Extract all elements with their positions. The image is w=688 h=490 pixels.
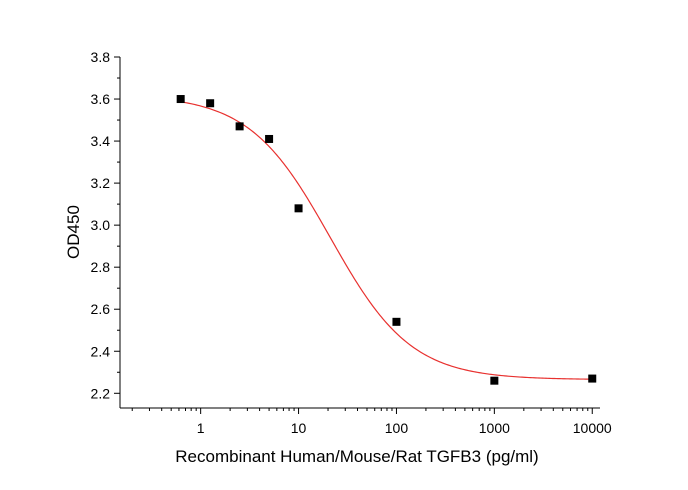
y-tick-label: 3.8 [91,49,111,65]
y-axis-title: OD450 [64,205,83,259]
x-axis-title: Recombinant Human/Mouse/Rat TGFB3 (pg/ml… [175,447,538,466]
data-point [294,204,303,213]
data-point [392,317,401,326]
data-point [206,99,215,108]
x-tick-label: 1000 [479,420,510,436]
data-point [490,376,499,385]
data-point [265,134,274,143]
y-tick-label: 3.0 [91,217,111,233]
y-tick-label: 2.6 [91,301,111,317]
x-tick-label: 10 [291,420,307,436]
y-tick-label: 3.4 [91,133,111,149]
y-tick-label: 2.4 [91,343,111,359]
x-axis-ticks: 1 10 100 1000 10000 [131,408,612,436]
x-tick-label: 100 [385,420,409,436]
y-tick-label: 3.2 [91,175,111,191]
data-points [176,95,597,385]
x-tick-label: 10000 [573,420,612,436]
x-tick-label: 1 [197,420,205,436]
y-tick-label: 3.6 [91,91,111,107]
y-tick-label: 2.2 [91,385,111,401]
data-point [176,95,185,104]
y-axis: 2.2 2.4 2.6 2.8 3.0 3.2 3.4 3.6 3.8 [91,49,121,408]
data-point [235,122,244,131]
y-axis-ticks: 2.2 2.4 2.6 2.8 3.0 3.2 3.4 3.6 3.8 [91,49,120,401]
data-point [588,374,597,383]
plot-area [176,95,597,385]
fit-curve-line [180,101,593,380]
x-axis: 1 10 100 1000 10000 [120,407,612,436]
y-tick-label: 2.8 [91,259,111,275]
